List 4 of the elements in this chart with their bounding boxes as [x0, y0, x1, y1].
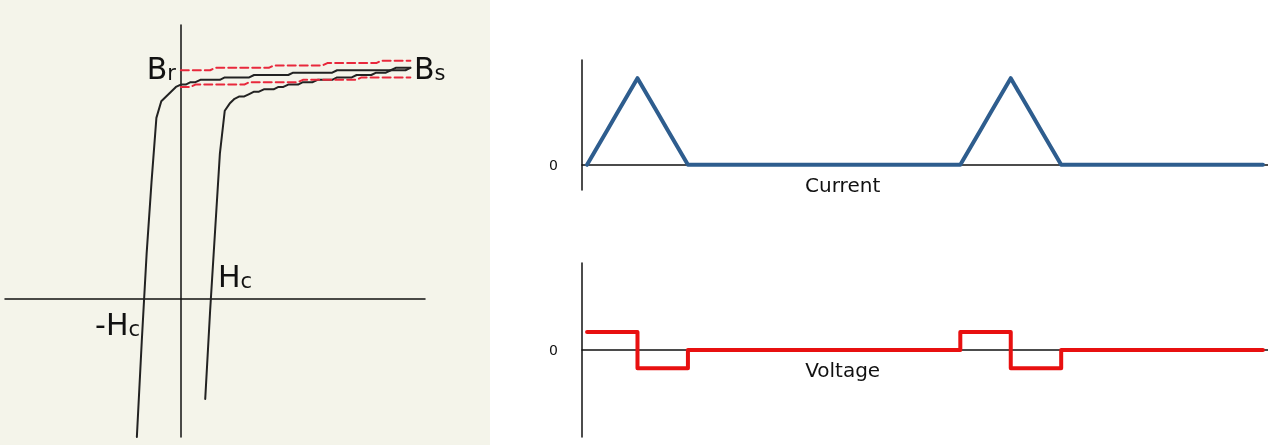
x-axis-title: Current — [805, 172, 881, 197]
x-axis-title: Voltage — [805, 358, 881, 382]
text: 0 — [549, 342, 558, 358]
text: 0 — [549, 156, 558, 173]
